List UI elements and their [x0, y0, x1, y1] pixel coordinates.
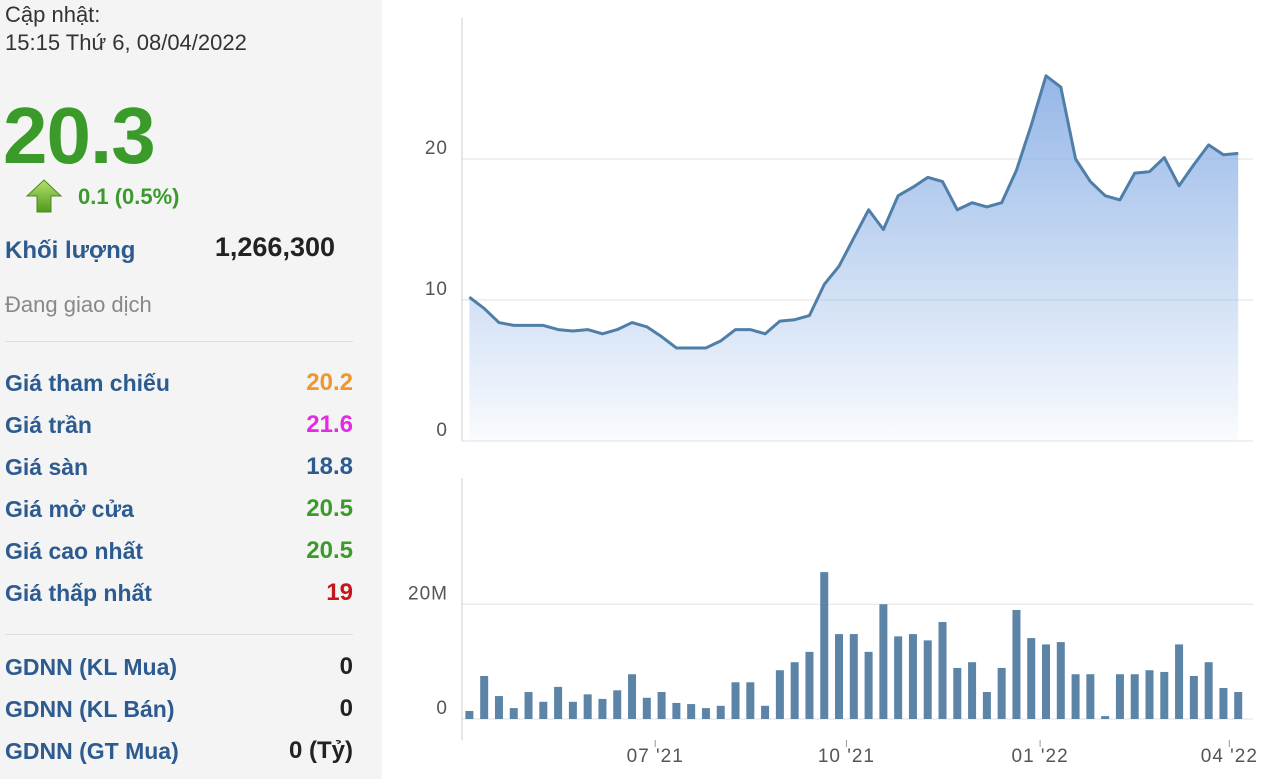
- volume-bar: [539, 701, 548, 719]
- volume-bar: [1204, 662, 1213, 719]
- volume-bar: [1175, 644, 1184, 719]
- row-label: Giá thấp nhất: [5, 580, 152, 606]
- volume-bar: [805, 651, 814, 719]
- row-value: 20.2: [306, 369, 353, 396]
- volume-bar: [583, 694, 592, 719]
- info-panel: Cập nhật: 15:15 Thứ 6, 08/04/2022 20.3 0…: [0, 0, 382, 779]
- volume-bar: [1071, 674, 1080, 719]
- volume-bar: [1056, 642, 1065, 719]
- volume-bar: [864, 651, 873, 719]
- volume-bar: [894, 636, 903, 719]
- volume-bar: [1012, 609, 1021, 719]
- row-label: GDNN (KL Bán): [5, 696, 175, 722]
- volume-bar: [1086, 674, 1095, 719]
- volume-bar: [1027, 638, 1036, 719]
- volume-bar: [761, 705, 770, 719]
- volume-bar: [1219, 688, 1228, 719]
- row-value: 0: [339, 695, 353, 722]
- y-tick-label: 0: [436, 420, 448, 441]
- volume-bar: [997, 667, 1006, 719]
- row-value: 18.8: [306, 453, 353, 480]
- volume-bar: [1130, 674, 1139, 719]
- volume-bar: [835, 634, 844, 719]
- volume-bar: [613, 690, 622, 719]
- volume: 1,266,300: [214, 232, 335, 262]
- row-value: 20.5: [306, 537, 353, 564]
- volume-bar: [1042, 644, 1051, 719]
- y-tick-label: 0: [436, 698, 448, 719]
- volume-bar: [642, 697, 651, 719]
- y-tick-label: 20: [425, 138, 448, 159]
- x-tick-label: 07 '21: [627, 746, 684, 767]
- volume-bar: [1101, 716, 1110, 719]
- x-tick-label: 01 '22: [1012, 746, 1069, 767]
- volume-bar: [657, 692, 666, 719]
- y-tick-label: 20M: [408, 583, 448, 604]
- update-label: Cập nhật:: [5, 2, 101, 27]
- volume-label: Khối lượng: [5, 237, 136, 264]
- volume-bar: [849, 634, 858, 719]
- volume-bar: [672, 702, 681, 719]
- row-label: Giá sàn: [5, 454, 89, 480]
- volume-bar: [716, 705, 725, 719]
- row-label: GDNN (GT Mua): [5, 738, 179, 764]
- volume-bar: [923, 640, 932, 719]
- row-label: GDNN (KL Mua): [5, 654, 178, 680]
- up-arrow-icon: [26, 179, 62, 213]
- price: 20.3: [3, 91, 156, 180]
- row-label: Giá tham chiếu: [5, 370, 170, 396]
- update-time: 15:15 Thứ 6, 08/04/2022: [5, 30, 247, 55]
- volume-bar: [554, 686, 563, 719]
- volume-bar: [701, 708, 710, 719]
- volume-bar: [953, 667, 962, 719]
- volume-bar: [746, 682, 755, 719]
- x-tick-label: 04 '22: [1201, 746, 1258, 767]
- volume-bar: [790, 662, 799, 719]
- volume-bar: [524, 692, 533, 719]
- volume-bar: [879, 604, 888, 719]
- volume-bar: [968, 662, 977, 719]
- volume-bar: [820, 572, 829, 719]
- row-label: Giá trần: [5, 412, 92, 438]
- x-tick-label: 10 '21: [818, 746, 875, 767]
- volume-bar: [1145, 670, 1154, 719]
- volume-bar: [775, 670, 784, 719]
- volume-bar: [509, 708, 518, 719]
- y-tick-label: 10: [425, 279, 448, 300]
- separator: [5, 634, 353, 635]
- volume-bar: [1234, 692, 1243, 719]
- row-value: 20.5: [306, 495, 353, 522]
- row-value: 21.6: [306, 411, 353, 438]
- volume-bar: [1115, 674, 1124, 719]
- volume-bar: [568, 701, 577, 719]
- volume-bar: [982, 692, 991, 719]
- price-change: 0.1 (0.5%): [78, 184, 180, 209]
- volume-bar: [1189, 675, 1198, 719]
- volume-bar: [1160, 671, 1169, 719]
- volume-bar: [628, 674, 637, 719]
- volume-bar: [480, 675, 489, 719]
- area-fill: [469, 75, 1239, 441]
- row-value: 19: [326, 579, 353, 606]
- volume-bar: [465, 710, 474, 719]
- volume-bar: [938, 622, 947, 719]
- price-line: [468, 74, 1239, 350]
- volume-bar: [731, 682, 740, 719]
- separator: [5, 341, 353, 342]
- row-label: Giá mở cửa: [5, 496, 134, 522]
- volume-bar: [494, 696, 503, 719]
- row-value: 0 (Tỷ): [288, 737, 353, 764]
- row-value: 0: [339, 653, 353, 680]
- volume-bar: [598, 698, 607, 719]
- volume-bar: [687, 704, 696, 719]
- volume-bar: [908, 634, 917, 719]
- row-label: Giá cao nhất: [5, 538, 144, 564]
- status: Đang giao dịch: [5, 292, 152, 317]
